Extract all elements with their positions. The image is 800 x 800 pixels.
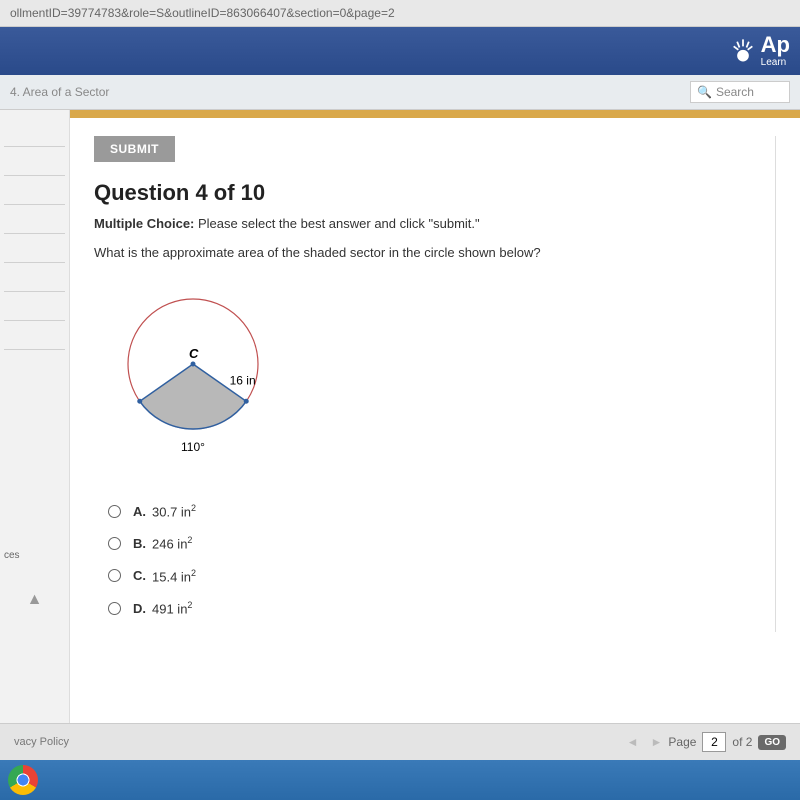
chrome-icon[interactable] [8,765,38,795]
taskbar [0,760,800,800]
radio-icon[interactable] [108,537,121,550]
answer-option[interactable]: C. 15.4 in2 [108,568,751,584]
option-value: 30.7 in2 [152,503,196,519]
option-letter: C. [133,568,146,583]
page-label: Page [668,735,696,749]
left-sidebar: ces ▲ [0,110,70,780]
radio-icon[interactable] [108,569,121,582]
sidebar-divider [4,175,65,176]
answer-option[interactable]: A. 30.7 in2 [108,503,751,519]
page-navigation: ◄ ► Page of 2 GO [621,732,786,752]
main-layout: ces ▲ SUBMIT Question 4 of 10 Multiple C… [0,110,800,780]
logo-text: Ap [761,32,790,57]
sidebar-divider [4,320,65,321]
option-letter: D. [133,601,146,616]
question-text: What is the approximate area of the shad… [94,245,751,260]
sidebar-arrow-icon[interactable]: ▲ [4,591,65,609]
sidebar-divider [4,262,65,263]
page-total: of 2 [732,735,752,749]
question-instruction: Multiple Choice: Please select the best … [94,216,751,231]
option-letter: B. [133,536,146,551]
sidebar-divider [4,291,65,292]
content-area: SUBMIT Question 4 of 10 Multiple Choice:… [70,110,800,780]
answer-option[interactable]: D. 491 in2 [108,600,751,616]
privacy-link[interactable]: vacy Policy [14,736,69,748]
question-column: SUBMIT Question 4 of 10 Multiple Choice:… [94,136,776,632]
breadcrumb-row: 4. Area of a Sector 🔍 Search [0,75,800,110]
option-value: 491 in2 [152,600,192,616]
question-type-label: Multiple Choice: [94,216,194,231]
search-icon: 🔍 [697,85,712,99]
page-next-icon[interactable]: ► [651,735,663,749]
submit-button[interactable]: SUBMIT [94,136,175,162]
logo: Ap Learn [729,34,790,68]
search-input[interactable]: 🔍 Search [690,81,790,103]
top-banner: Ap Learn [0,27,800,75]
go-button[interactable]: GO [758,735,786,750]
question-number: Question 4 of 10 [94,180,751,206]
breadcrumb: 4. Area of a Sector [10,85,109,99]
radio-icon[interactable] [108,505,121,518]
svg-text:C: C [189,346,199,361]
circle-diagram: C 16 in 110° [108,284,288,474]
url-bar: ollmentID=39774783&role=S&outlineID=8630… [0,0,800,27]
svg-text:110°: 110° [181,440,205,454]
svg-text:16 in: 16 in [230,374,256,388]
logo-icon [729,37,757,65]
sidebar-divider [4,204,65,205]
logo-subtext: Learn [761,57,790,68]
question-instruction-text: Please select the best answer and click … [194,216,479,231]
answer-list: A. 30.7 in2 B. 246 in2 C. 15.4 in2 D. 49… [108,503,751,616]
sidebar-label: ces [4,550,65,561]
search-placeholder: Search [716,85,754,99]
footer-bar: vacy Policy ◄ ► Page of 2 GO [0,723,800,760]
option-value: 15.4 in2 [152,568,196,584]
option-value: 246 in2 [152,535,192,551]
sidebar-divider [4,146,65,147]
figure: C 16 in 110° [108,284,751,479]
answer-option[interactable]: B. 246 in2 [108,535,751,551]
option-letter: A. [133,504,146,519]
sidebar-divider [4,349,65,350]
page-prev-icon[interactable]: ◄ [627,735,639,749]
sidebar-divider [4,233,65,234]
page-input[interactable] [702,732,726,752]
radio-icon[interactable] [108,602,121,615]
